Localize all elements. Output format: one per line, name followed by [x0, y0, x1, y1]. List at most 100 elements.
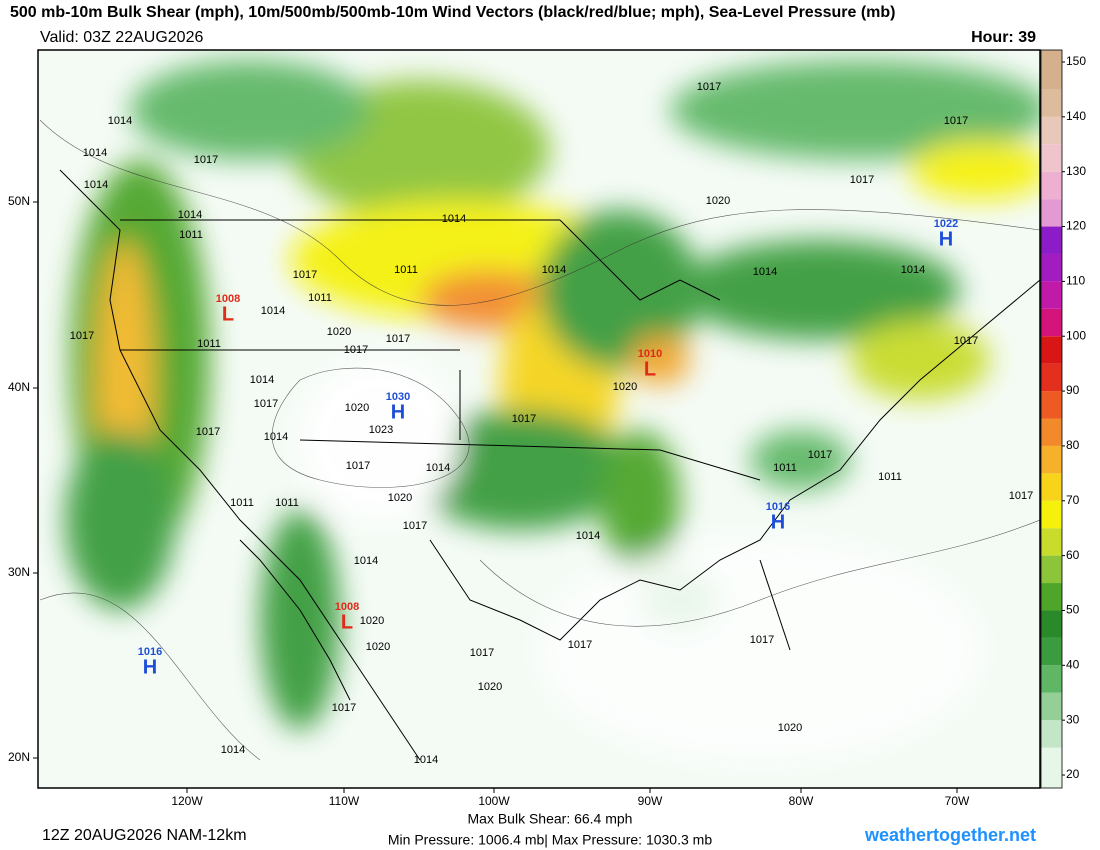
lon-label: 90W [638, 794, 663, 808]
colorbar-label: 20 [1066, 767, 1080, 781]
isobar-label: 1014 [901, 264, 925, 276]
isobar-label: 1023 [369, 424, 393, 436]
center-letter: L [222, 303, 234, 325]
colorbar-label: 40 [1066, 657, 1080, 671]
colorbar-bin [1041, 89, 1062, 117]
isobar-label: 1017 [254, 398, 278, 410]
isobar-label: 1017 [944, 115, 968, 127]
isobar-label: 1014 [354, 555, 378, 567]
colorbar-frame [1040, 49, 1063, 789]
isobar-label: 1014 [261, 305, 285, 317]
colorbar-bin [1041, 253, 1062, 282]
colorbar-label: 100 [1066, 328, 1086, 342]
lon-label: 80W [789, 794, 814, 808]
isobar-label: 1017 [1009, 490, 1033, 502]
isobar-label: 1011 [197, 338, 221, 350]
center-value: 1030 [386, 391, 410, 403]
isobar-label: 1014 [84, 179, 108, 191]
isobar-label: 1017 [954, 335, 978, 347]
axes: 50N 40N 30N 20N 120W 110W 100W 90W 80W 70W [8, 194, 970, 808]
isobar-label: 1017 [386, 333, 410, 345]
isobar-label: 1020 [360, 615, 384, 627]
center-value: 1022 [934, 218, 958, 230]
colorbar-bin [1041, 747, 1062, 788]
colorbar-label: 60 [1066, 548, 1080, 562]
isobar-label: 1011 [308, 292, 332, 304]
site-link[interactable]: weathertogether.net [864, 825, 1036, 845]
colorbar-bin [1041, 637, 1062, 666]
colorbar-bin [1041, 281, 1062, 309]
isobar-label: 1017 [344, 344, 368, 356]
map-frame [37, 49, 1041, 789]
colorbar-bin [1041, 583, 1062, 611]
colorbar-bin [1041, 336, 1062, 364]
isobar-label: 1017 [70, 330, 94, 342]
isobar-label: 1020 [327, 326, 351, 338]
isobar-label: 1020 [345, 402, 369, 414]
colorbar-label: 50 [1066, 603, 1080, 617]
isobar-label: 1011 [230, 497, 254, 509]
isobar-label: 1017 [512, 413, 536, 425]
isobar-label: 1011 [394, 264, 418, 276]
center-value: 1010 [638, 348, 662, 360]
center-letter: H [939, 228, 953, 250]
colorbar-bin [1041, 226, 1062, 254]
isobar-label: 1014 [426, 462, 450, 474]
isobar-label: 1014 [178, 209, 202, 221]
colorbar-label: 90 [1066, 383, 1080, 397]
isobar-label: 1011 [878, 471, 902, 483]
lat-label: 30N [8, 565, 30, 579]
colorbar-label: 80 [1066, 438, 1080, 452]
isobar-label: 1020 [478, 681, 502, 693]
colorbar-bin [1041, 199, 1062, 227]
colorbar-label: 120 [1066, 219, 1086, 233]
isobar-label: 1017 [196, 426, 220, 438]
isobar-label: 1020 [388, 492, 412, 504]
isobar-label: 1017 [346, 460, 370, 472]
isobar-label: 1020 [613, 381, 637, 393]
isobar-label: 1017 [403, 520, 427, 532]
max-shear: Max Bulk Shear: 66.4 mph [468, 811, 633, 827]
colorbar-bin [1041, 720, 1062, 748]
isobar-label: 1017 [293, 269, 317, 281]
lon-label: 100W [478, 794, 510, 808]
isobar-label: 1017 [750, 634, 774, 646]
lon-label: 120W [171, 794, 203, 808]
isobar-label: 1020 [778, 722, 802, 734]
colorbar-bin [1041, 171, 1062, 200]
center-letter: L [644, 358, 656, 380]
lat-label: 50N [8, 194, 30, 208]
title: 500 mb-10m Bulk Shear (mph), 10m/500mb/5… [10, 4, 895, 21]
colorbar-bin [1041, 528, 1062, 556]
isobar-label: 1014 [83, 147, 107, 159]
isobar-label: 1014 [414, 754, 438, 766]
colorbar-bin [1041, 610, 1062, 638]
center-letter: L [341, 611, 353, 633]
isobar-label: 1017 [808, 449, 832, 461]
isobar-label: 1017 [697, 81, 721, 93]
center-value: 1016 [766, 501, 790, 513]
center-letter: H [143, 656, 157, 678]
isobar-label: 1014 [221, 744, 245, 756]
center-value: 1008 [335, 601, 359, 613]
colorbar-bin [1041, 144, 1062, 172]
isobar-label: 1014 [576, 530, 600, 542]
isobar-label: 1011 [773, 462, 797, 474]
colorbar-bin [1041, 473, 1062, 501]
colorbar-bin [1041, 500, 1062, 529]
isobar-label: 1014 [264, 431, 288, 443]
colorbar-bin [1041, 418, 1062, 446]
center-letter: H [771, 511, 785, 533]
colorbar-bin [1041, 692, 1062, 721]
isobar-label: 1014 [542, 264, 566, 276]
isobar-label: 1014 [108, 115, 132, 127]
colorbar-bin [1041, 50, 1062, 90]
lon-label: 70W [945, 794, 970, 808]
colorbar-bin [1041, 363, 1062, 392]
center-value: 1008 [216, 293, 240, 305]
colorbar-label: 140 [1066, 109, 1086, 123]
center-letter: H [391, 401, 405, 423]
lat-label: 20N [8, 750, 30, 764]
colorbar-bin [1041, 308, 1062, 337]
